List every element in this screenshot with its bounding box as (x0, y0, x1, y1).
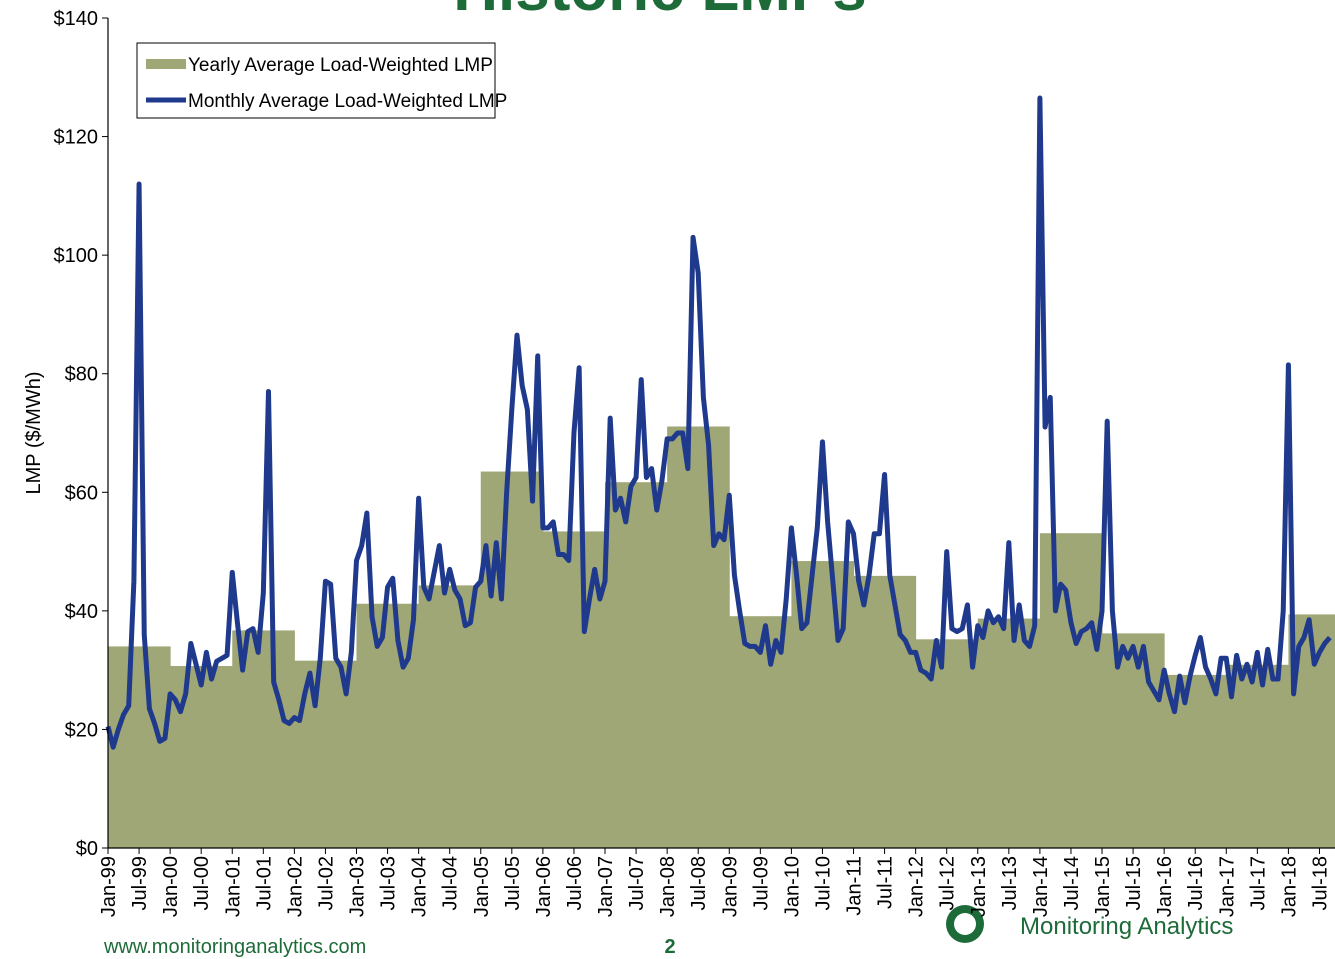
x-tick-label: Jan-00 (160, 856, 182, 917)
x-tick-label: Jan-99 (98, 856, 120, 917)
x-tick-label: Jan-04 (409, 856, 431, 917)
x-tick-label: Jul-18 (1309, 856, 1331, 910)
x-tick-label: Jan-14 (1030, 856, 1052, 917)
x-tick-label: Jul-08 (688, 856, 710, 910)
y-tick-label: $120 (54, 127, 99, 149)
x-tick-label: Jul-10 (812, 856, 834, 910)
x-tick-label: Jul-07 (626, 856, 648, 910)
yearly-bar (1102, 633, 1165, 848)
legend-swatch (146, 59, 186, 69)
yearly-bar (108, 646, 171, 848)
yearly-bar (667, 426, 730, 848)
x-tick-label: Jan-05 (471, 856, 493, 917)
yearly-bar (977, 618, 1041, 848)
x-tick-label: Jan-12 (906, 856, 928, 917)
yearly-bar (853, 575, 917, 848)
y-tick-label: $0 (76, 838, 98, 860)
yearly-bar (418, 585, 482, 848)
legend-box (136, 42, 496, 119)
footer-url: www.monitoringanalytics.com (103, 936, 366, 958)
y-tick-label: $100 (54, 245, 99, 267)
x-tick-label: Jul-99 (129, 856, 151, 910)
legend-label: Yearly Average Load-Weighted LMP (188, 55, 493, 76)
x-tick-label: Jul-04 (440, 856, 462, 910)
x-tick-label: Jul-02 (315, 856, 337, 910)
logo-icon (954, 913, 976, 935)
y-axis-label: LMP ($/MWh) (23, 372, 45, 495)
x-tick-label: Jan-18 (1278, 856, 1300, 917)
x-tick-label: Jul-05 (502, 856, 524, 910)
x-tick-label: Jan-15 (1092, 856, 1114, 917)
x-tick-label: Jan-11 (844, 856, 866, 916)
x-tick-label: Jan-06 (533, 856, 555, 917)
yearly-bar (480, 471, 544, 848)
x-tick-label: Jan-13 (968, 856, 990, 917)
x-tick-label: Jul-17 (1247, 856, 1269, 910)
yearly-bar (605, 482, 668, 848)
x-tick-label: Jul-14 (1061, 856, 1083, 910)
x-tick-label: Jan-09 (719, 856, 741, 917)
x-tick-label: Jul-15 (1123, 856, 1145, 910)
x-tick-label: Jul-16 (1185, 856, 1207, 910)
x-tick-label: Jul-06 (564, 856, 586, 910)
x-tick-label: Jan-08 (657, 856, 679, 917)
x-tick-label: Jul-01 (253, 856, 275, 910)
yearly-bar (1039, 533, 1103, 848)
chart-title: Historic LMPs (453, 0, 866, 24)
yearly-bar (170, 665, 233, 848)
y-tick-label: $20 (65, 719, 98, 741)
x-tick-label: Jul-03 (378, 856, 400, 910)
x-tick-label: Jul-11 (875, 856, 897, 909)
yearly-bar (1226, 664, 1289, 848)
legend-label: Monthly Average Load-Weighted LMP (188, 91, 507, 112)
x-tick-label: Jan-17 (1216, 856, 1238, 917)
logo-text: Monitoring Analytics (1020, 913, 1233, 940)
x-tick-label: Jul-09 (750, 856, 772, 910)
x-tick-label: Jan-03 (347, 856, 369, 917)
y-tick-label: $80 (65, 364, 98, 386)
monthly-line (105, 95, 1332, 750)
page-number: 2 (664, 936, 675, 958)
x-tick-label: Jan-10 (781, 856, 803, 917)
x-tick-label: Jul-12 (937, 856, 959, 910)
x-tick-label: Jul-00 (191, 856, 213, 910)
x-tick-label: Jan-07 (595, 856, 617, 917)
x-tick-label: Jan-02 (284, 856, 306, 917)
y-tick-label: $60 (65, 482, 98, 504)
x-tick-label: Jan-01 (222, 856, 244, 917)
legend: Yearly Average Load-Weighted LMP Monthly … (136, 42, 507, 119)
y-tick-label: $140 (54, 8, 99, 30)
x-tick-label: Jan-16 (1154, 856, 1176, 917)
x-tick-label: Jul-13 (999, 856, 1021, 910)
y-tick-label: $40 (65, 601, 98, 623)
